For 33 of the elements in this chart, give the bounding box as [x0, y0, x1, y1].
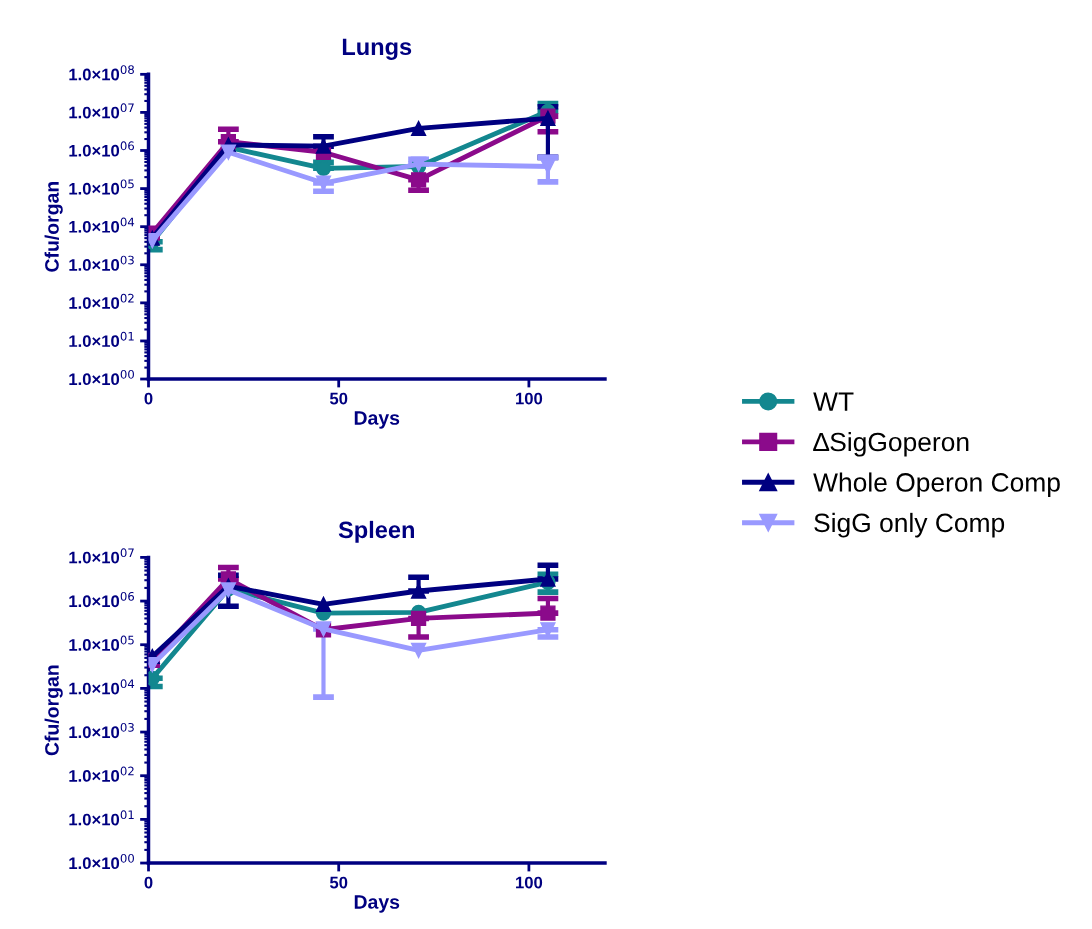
- y-tick-label: 1.0×10$^{07}$: [69, 103, 134, 119]
- x-axis-title: Days: [354, 895, 400, 913]
- y-tick-label: 1.0×10$^{01}$: [69, 810, 134, 826]
- y-tick-label: 1.0×10$^{07}$: [69, 548, 134, 564]
- y-tick-label: 1.0×10$^{02}$: [69, 293, 134, 309]
- x-tick-label: 0: [144, 876, 153, 889]
- y-tick-label: 1.0×10$^{04}$: [69, 679, 135, 695]
- y-axis-title: Cfu/organ: [44, 665, 63, 756]
- x-tick-label: 50: [329, 876, 348, 889]
- y-tick-label: 1.0×10$^{00}$: [69, 853, 134, 870]
- y-tick-label: 1.0×10$^{06}$: [69, 141, 135, 157]
- x-tick-label: 0: [144, 392, 153, 405]
- y-axis-title: Cfu/organ: [44, 181, 63, 272]
- y-tick-label: 1.0×10$^{08}$: [69, 65, 134, 81]
- y-tick-label: 1.0×10$^{02}$: [69, 766, 134, 782]
- y-tick-label: 1.0×10$^{06}$: [69, 591, 135, 608]
- legend-label: Whole Operon Comp: [813, 472, 1060, 498]
- y-tick-label: 1.0×10$^{05}$: [69, 179, 134, 195]
- y-tick-label: 1.0×10$^{04}$: [69, 217, 135, 233]
- y-tick-label: 1.0×10$^{00}$: [69, 369, 134, 386]
- y-tick-label: 1.0×10$^{01}$: [69, 331, 134, 348]
- y-tick-label: 1.0×10$^{05}$: [69, 635, 134, 651]
- y-tick-label: 1.0×10$^{03}$: [69, 255, 134, 271]
- legend-label: WT: [813, 392, 854, 411]
- chart-title: Lungs: [342, 38, 412, 60]
- x-tick-label: 100: [516, 876, 543, 889]
- chart-title: Spleen: [338, 520, 414, 543]
- x-axis-title: Days: [354, 411, 400, 429]
- x-tick-label: 50: [329, 392, 348, 405]
- y-tick-label: 1.0×10$^{03}$: [69, 722, 134, 739]
- x-tick-label: 100: [516, 392, 543, 405]
- legend-label: ∆SigGoperon: [813, 431, 969, 457]
- legend-label: SigG only Comp: [814, 512, 1005, 538]
